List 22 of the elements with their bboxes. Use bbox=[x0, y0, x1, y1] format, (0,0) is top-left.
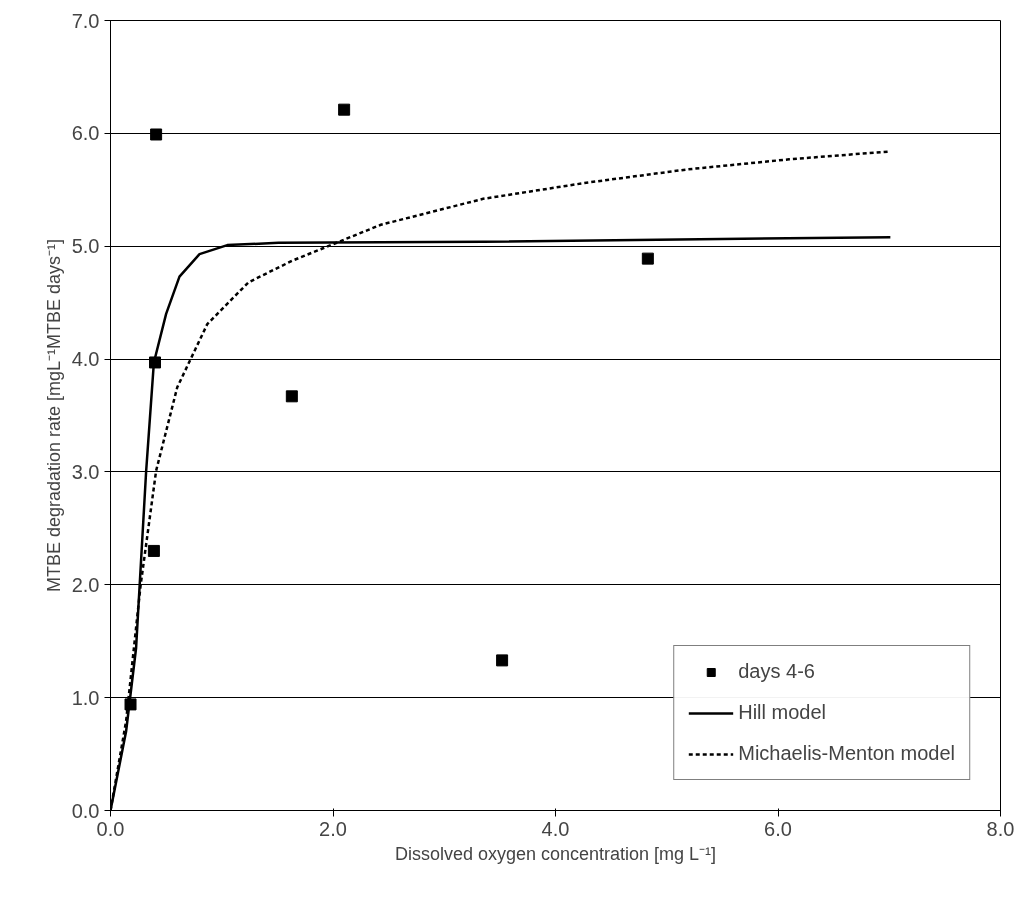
y-axis-title: MTBE degradation rate [mgL⁻¹MTBE days⁻¹] bbox=[43, 238, 64, 593]
point bbox=[285, 390, 298, 403]
y-tick-label: 2.0 bbox=[71, 573, 100, 596]
point bbox=[641, 252, 654, 265]
y-tick-label: 5.0 bbox=[71, 235, 100, 258]
y-tick-label: 6.0 bbox=[71, 122, 100, 145]
point bbox=[496, 654, 509, 667]
legend-label: Michaelis-Menton model bbox=[738, 742, 955, 765]
x-tick-label: 6.0 bbox=[764, 817, 792, 840]
x-tick-label: 8.0 bbox=[986, 817, 1015, 840]
point bbox=[147, 544, 160, 557]
legend-label: Hill model bbox=[738, 701, 827, 724]
y-tick-label: 1.0 bbox=[71, 686, 100, 709]
x-tick-label: 4.0 bbox=[541, 817, 570, 840]
y-tick-label: 3.0 bbox=[71, 460, 100, 483]
x-axis-title: Dissolved oxygen concentration [mg L⁻¹] bbox=[394, 843, 717, 864]
point bbox=[150, 128, 163, 141]
legend-label: days 4-6 bbox=[738, 660, 815, 683]
point bbox=[338, 103, 351, 116]
y-tick-label: 4.0 bbox=[71, 348, 100, 371]
x-tick-label: 2.0 bbox=[319, 817, 347, 840]
y-tick-label: 7.0 bbox=[71, 9, 100, 32]
